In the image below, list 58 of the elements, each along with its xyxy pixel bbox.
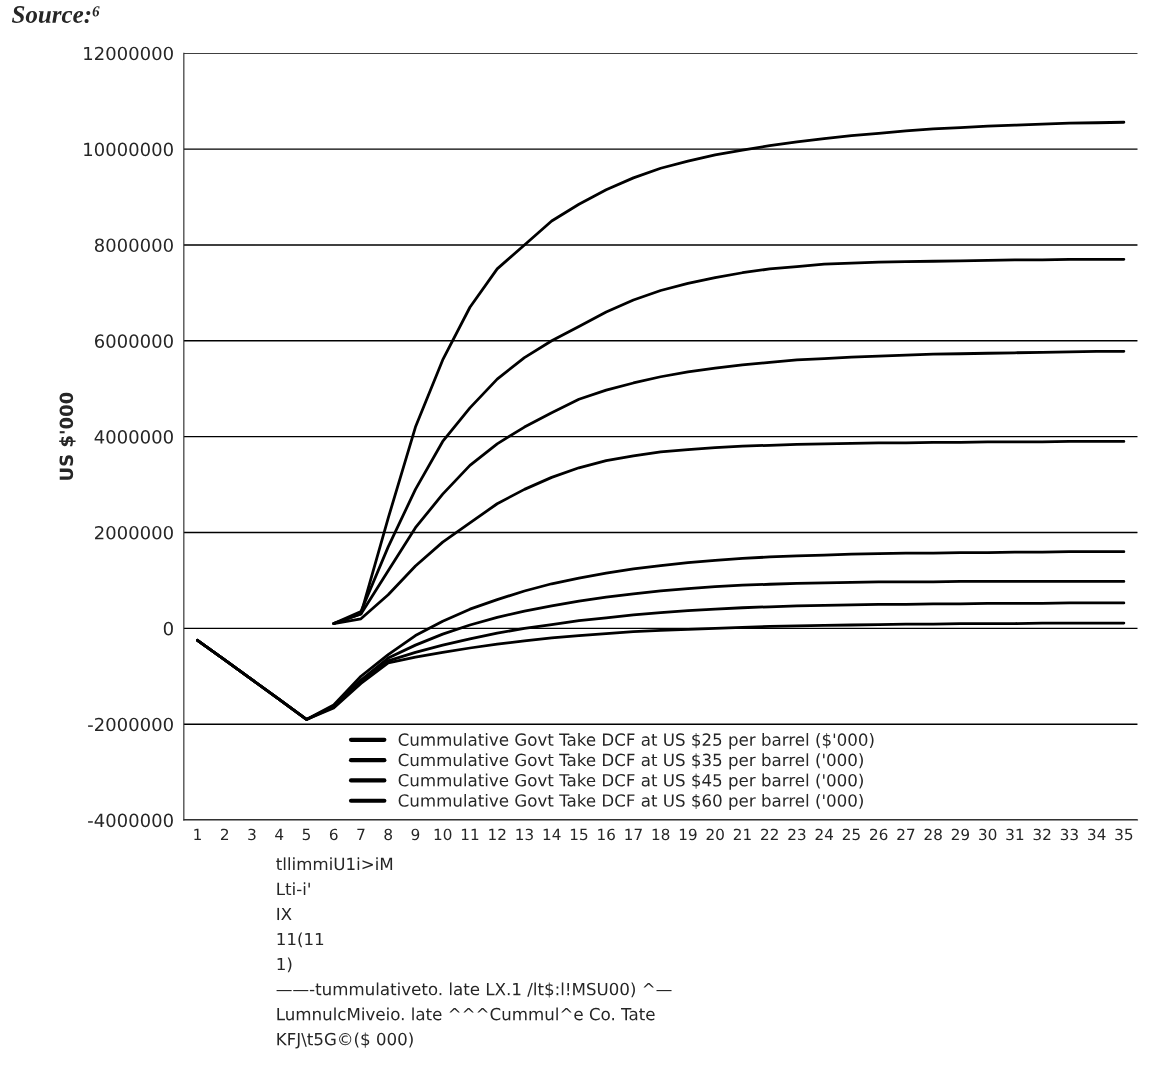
x-tick-label: 26 <box>870 828 888 841</box>
x-tick-label: 29 <box>951 828 970 841</box>
x-tick-label: 23 <box>788 828 806 841</box>
legend-label: Cummulative Govt Take DCF at US $60 per barrel ('000) <box>398 793 863 811</box>
x-tick-label: 12 <box>489 828 506 840</box>
y-tick-label: 12000000 <box>84 46 173 61</box>
text: tllimmiU1i>iM <box>276 857 393 871</box>
x-tick-label: 25 <box>842 828 860 841</box>
x-tick-label: 22 <box>761 828 778 840</box>
text: LumnulcMiveio. late ^^^Cummul^e Co. Tate <box>277 1007 655 1021</box>
x-tick-label: 20 <box>706 828 724 841</box>
text: 11(11 <box>277 932 324 948</box>
legend-label: Cummulative Govt Take DCF at US $25 per barrel ($'000) <box>398 733 874 750</box>
x-tick-label: 1 <box>194 828 201 840</box>
y-tick-label: 2000000 <box>95 525 173 540</box>
text: ——-tummulativeto. late LX.1 /lt$:l!MSU00) ^— <box>276 982 672 998</box>
x-tick-label: 27 <box>897 828 915 840</box>
x-tick-label: 10 <box>434 828 452 841</box>
y-tick-label: 0 <box>163 621 173 636</box>
text: Lti-i' <box>277 882 310 896</box>
x-tick-label: 30 <box>979 828 997 841</box>
x-tick-label: 24 <box>815 828 834 840</box>
x-tick-label: 3 <box>248 828 256 841</box>
y-tick-label: -2000000 <box>88 717 173 732</box>
x-tick-label: 8 <box>384 828 393 841</box>
x-tick-label: 18 <box>652 828 670 841</box>
x-tick-label: 31 <box>1006 828 1024 841</box>
legend-label: Cummulative Govt Take DCF at US $35 per barrel ('000) <box>398 753 863 770</box>
x-tick-label: 19 <box>679 828 697 841</box>
x-tick-label: 34 <box>1088 828 1106 841</box>
x-tick-label: 14 <box>543 828 561 840</box>
x-tick-label: 35 <box>1115 828 1133 841</box>
x-tick-label: 2 <box>220 828 229 840</box>
x-tick-label: 11 <box>461 828 479 840</box>
text: 1) <box>277 957 292 973</box>
x-tick-label: 13 <box>516 828 533 841</box>
x-tick-label: 17 <box>625 828 642 840</box>
x-tick-label: 32 <box>1033 828 1051 841</box>
y-tick-label: 6000000 <box>94 334 173 348</box>
x-tick-label: 16 <box>598 828 615 841</box>
chart-title: Source:⁶ <box>11 6 100 24</box>
text: KFJ\t5G©($ 000) <box>277 1032 413 1049</box>
legend-label: Cummulative Govt Take DCF at US $45 per barrel ('000) <box>398 773 863 790</box>
x-tick-label: 15 <box>570 828 588 841</box>
x-tick-label: 6 <box>329 828 338 841</box>
y-tick-label: -4000000 <box>88 813 173 828</box>
x-tick-label: 4 <box>275 828 284 840</box>
x-tick-label: 33 <box>1060 828 1078 841</box>
x-tick-label: 5 <box>302 828 310 841</box>
y-tick-label: 10000000 <box>84 142 173 157</box>
y-tick-label: 8000000 <box>94 238 173 253</box>
y-axis-title: US $'000 <box>59 392 76 480</box>
x-tick-label: 7 <box>357 828 365 840</box>
y-tick-label: 4000000 <box>94 430 173 444</box>
x-tick-label: 28 <box>924 828 942 841</box>
x-tick-label: 9 <box>411 828 420 841</box>
x-tick-label: 21 <box>733 828 751 840</box>
text: IX <box>277 907 292 921</box>
